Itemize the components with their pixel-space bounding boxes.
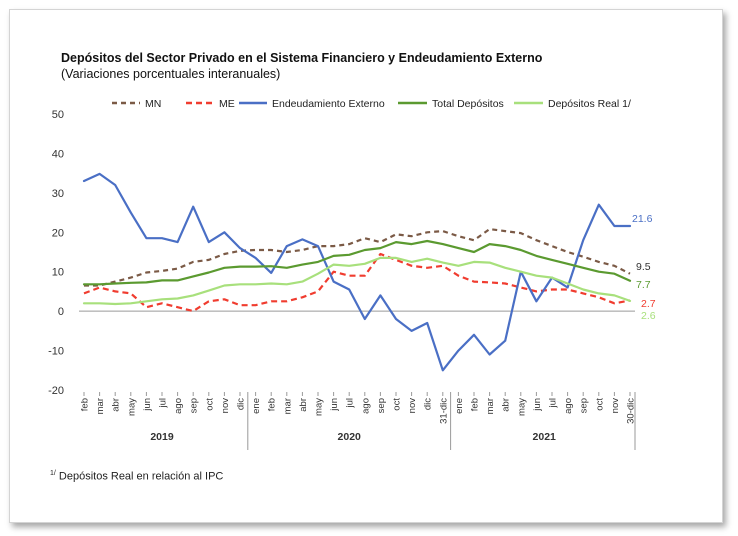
x-tick-label: jun: [532, 398, 543, 412]
legend-label-total-depositos: Total Depósitos: [432, 98, 504, 110]
x-tick-label: jun: [142, 398, 153, 412]
legend-label-endeudamiento-externo: Endeudamiento Externo: [272, 98, 385, 110]
x-tick-label: jul: [548, 398, 559, 409]
series-line-mn: [84, 228, 631, 287]
y-tick-label: 50: [52, 109, 64, 121]
x-tick-label: feb: [267, 398, 278, 411]
x-tick-label: jun: [329, 398, 340, 412]
x-tick-label: may: [126, 398, 137, 416]
x-tick-label: may: [516, 398, 527, 416]
series-line-total-depositos: [82, 239, 632, 286]
series-line-depositos-real-1: [82, 256, 632, 306]
x-tick-label: abr: [501, 398, 512, 412]
end-value-label-depositos-real-1: 2.6: [641, 310, 656, 322]
end-value-label-endeudamiento-externo: 21.6: [632, 213, 653, 225]
x-tick-label: oct: [594, 398, 605, 411]
x-tick-label: mar: [282, 398, 293, 414]
x-tick-label: jul: [158, 398, 169, 409]
end-value-label-total-depositos: 7.7: [636, 279, 651, 291]
end-value-label-mn: 9.5: [636, 261, 651, 273]
x-tick-label: mar: [485, 398, 496, 414]
x-tick-label: dic: [236, 398, 247, 410]
x-tick-label: ago: [563, 398, 574, 414]
y-tick-label: -20: [48, 385, 64, 397]
x-tick-label: abr: [298, 398, 309, 412]
legend-label-mn: MN: [145, 98, 161, 110]
x-tick-label: sep: [376, 398, 387, 413]
x-tick-label: nov: [220, 398, 231, 414]
end-value-label-me: 2.7: [641, 298, 656, 310]
footnote: 1/ Depósitos Real en relación al IPC: [50, 470, 223, 483]
legend-label-me: ME: [219, 98, 235, 110]
series-line-endeudamiento-externo: [82, 172, 632, 372]
x-tick-label: sep: [189, 398, 200, 413]
y-tick-label: -10: [48, 346, 64, 358]
footnote-text: Depósitos Real en relación al IPC: [55, 470, 224, 483]
x-tick-label: nov: [610, 398, 621, 414]
x-tick-label: ene: [251, 398, 262, 414]
year-label: 2019: [150, 431, 174, 443]
chart-subtitle: (Variaciones porcentuales interanuales): [61, 67, 281, 81]
x-tick-label: dic: [423, 398, 434, 410]
year-label: 2021: [533, 431, 557, 443]
x-tick-label: sep: [579, 398, 590, 413]
year-label: 2020: [338, 431, 362, 443]
x-tick-label: mar: [95, 398, 106, 414]
x-tick-label: ago: [173, 398, 184, 414]
x-tick-label: ago: [360, 398, 371, 414]
x-tick-label: oct: [204, 398, 215, 411]
chart-frame: [9, 9, 723, 523]
y-tick-label: 30: [52, 188, 64, 200]
x-tick-label: abr: [111, 398, 122, 412]
legend-label-depositos-real-1: Depósitos Real 1/: [548, 98, 631, 110]
x-tick-label: may: [314, 398, 325, 416]
x-tick-label: feb: [80, 398, 91, 411]
y-tick-label: 40: [52, 148, 64, 160]
x-tick-label: 31-dic: [438, 398, 449, 424]
chart-title: Depósitos del Sector Privado en el Siste…: [61, 51, 543, 65]
y-tick-label: 10: [52, 267, 64, 279]
x-tick-label: jul: [345, 398, 356, 409]
footnote-marker: 1/: [50, 470, 56, 477]
y-tick-label: 20: [52, 227, 64, 239]
y-tick-label: 0: [58, 306, 64, 318]
x-tick-label: feb: [470, 398, 481, 411]
x-tick-label: 30-dic: [626, 398, 637, 424]
x-tick-label: ene: [454, 398, 465, 414]
x-tick-label: nov: [407, 398, 418, 414]
x-tick-label: oct: [392, 398, 403, 411]
